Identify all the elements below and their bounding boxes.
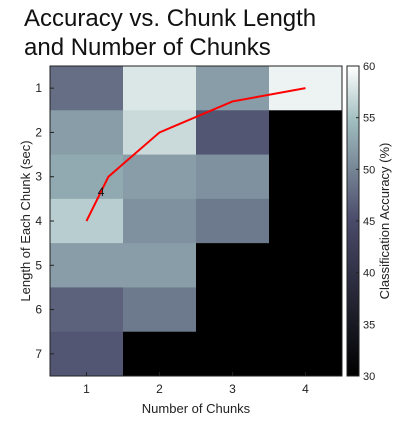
chart-title-line-2: and Number of Chunks <box>24 34 271 61</box>
y-tick-label: 1 <box>35 81 42 95</box>
y-tick-label: 2 <box>35 125 42 139</box>
y-axis-label: Length of Each Chunk (sec) <box>18 140 33 301</box>
colorbar-tick-label: 35 <box>363 319 375 331</box>
heatmap-cell <box>269 331 343 377</box>
heatmap-cell <box>269 66 343 111</box>
heatmap-cell <box>196 287 270 333</box>
heatmap-cell <box>196 243 270 288</box>
heatmap-cell <box>123 66 197 111</box>
heatmap-cell <box>50 154 124 200</box>
heatmap-cell <box>50 331 124 377</box>
x-axis-ticks: 1 2 3 4 <box>83 372 309 396</box>
heatmap-cell <box>50 198 124 244</box>
x-tick-label: 2 <box>156 382 163 396</box>
colorbar-tick-label: 30 <box>363 371 375 383</box>
heatmap-cell <box>50 287 124 333</box>
colorbar-ticks: 30 35 40 45 50 55 60 <box>356 61 375 383</box>
heatmap-cell <box>269 110 343 156</box>
heatmap-cell <box>123 154 197 200</box>
heatmap-cells <box>50 66 343 377</box>
heatmap-cell <box>269 243 343 288</box>
heatmap-cell <box>123 287 197 333</box>
heatmap-cell <box>269 198 343 244</box>
heatmap-cell <box>50 110 124 156</box>
heatmap-cell <box>196 154 270 200</box>
heatmap-cell <box>196 331 270 377</box>
heatmap-cell <box>123 331 197 377</box>
colorbar-label: Classification Accuracy (%) <box>377 143 392 300</box>
annotation-label: 4 <box>98 185 105 199</box>
y-tick-label: 4 <box>35 214 42 228</box>
x-tick-label: 4 <box>302 382 309 396</box>
heatmap-cell <box>50 66 124 111</box>
y-tick-label: 3 <box>35 170 42 184</box>
y-tick-label: 6 <box>35 303 42 317</box>
y-tick-label: 5 <box>35 258 42 272</box>
chart-title: Accuracy vs. Chunk Length and Number of … <box>24 4 394 62</box>
y-axis-ticks: 1 2 3 4 5 6 7 <box>35 81 54 361</box>
heatmap-cell <box>196 198 270 244</box>
x-tick-label: 3 <box>229 382 236 396</box>
heatmap-cell <box>50 243 124 288</box>
heatmap-cell <box>196 66 270 111</box>
colorbar-tick-label: 45 <box>363 216 375 228</box>
x-axis-label: Number of Chunks <box>142 401 251 416</box>
colorbar-tick-label: 55 <box>363 113 375 125</box>
heatmap-cell <box>269 154 343 200</box>
colorbar-tick-label: 40 <box>363 268 375 280</box>
x-tick-label: 1 <box>83 382 90 396</box>
y-tick-label: 7 <box>35 347 42 361</box>
heatmap-cell <box>196 110 270 156</box>
heatmap-cell <box>123 243 197 288</box>
colorbar-tick-label: 60 <box>363 61 375 73</box>
accuracy-trend-line <box>85 87 306 222</box>
heatmap-cell <box>269 287 343 333</box>
heatmap-cell <box>123 198 197 244</box>
chart-title-line-1: Accuracy vs. Chunk Length <box>24 5 317 32</box>
colorbar-tick-label: 50 <box>363 164 375 176</box>
